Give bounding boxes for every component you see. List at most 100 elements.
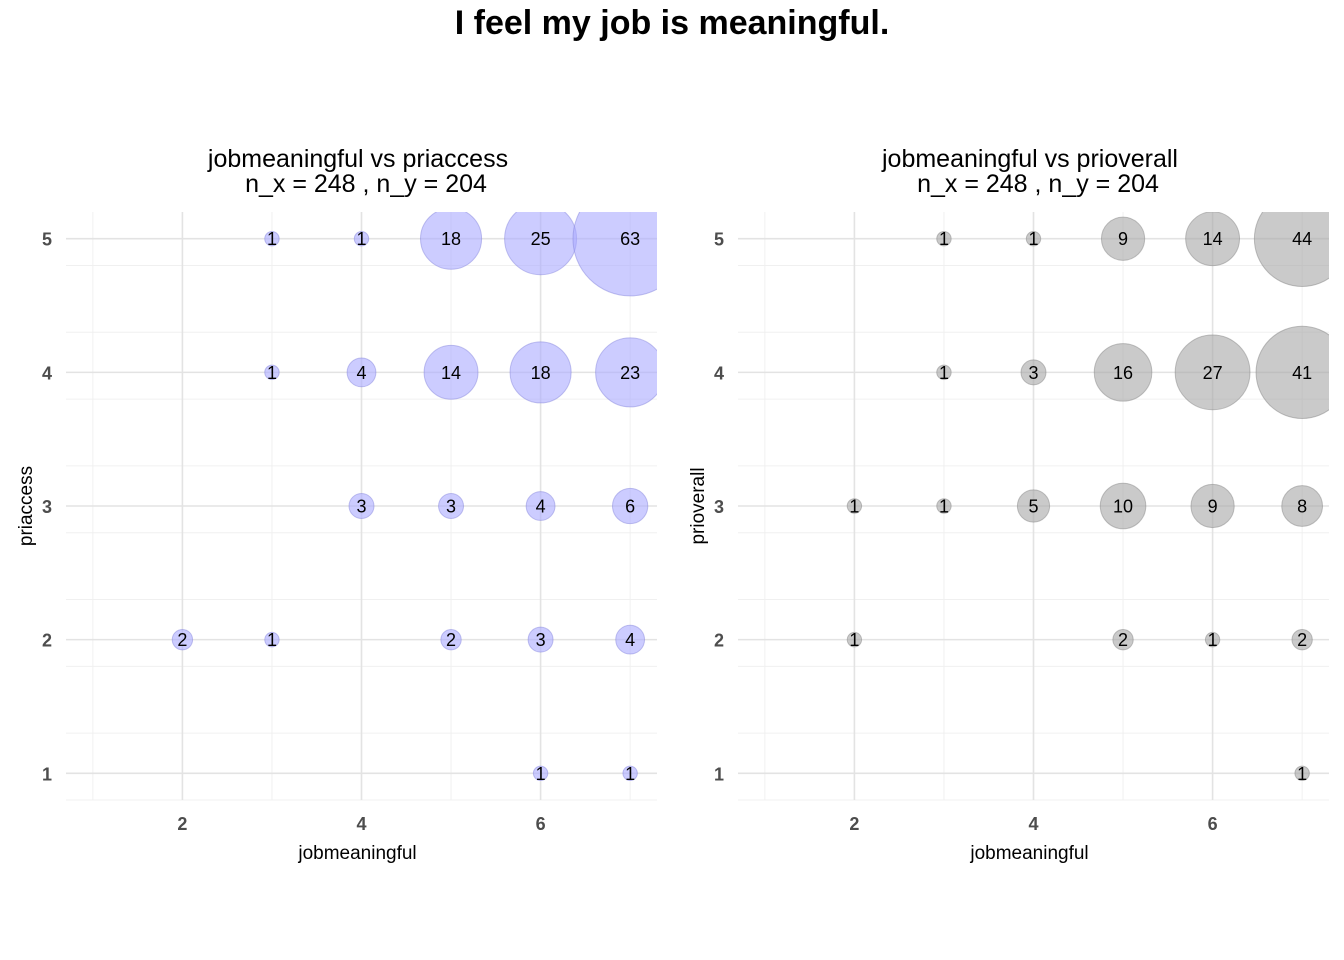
panel-2: 1 1 9 14 44 1 3 16 27 41 1 1 5 10 9 8 1 2 1 2 1 2 4 6 1 2 3 4 5 jobme…: [688, 145, 1329, 864]
panel-subtitle: n_x = 248 , n_y = 204: [917, 170, 1159, 198]
data-label: 2: [1297, 630, 1307, 650]
bubble-point: [353, 231, 370, 247]
bubble-point: [595, 337, 657, 408]
y-tick-label: 2: [714, 631, 724, 651]
data-label: 1: [849, 630, 859, 650]
data-label: 3: [1028, 363, 1038, 383]
data-label: 44: [1292, 229, 1312, 249]
data-label: 3: [536, 630, 546, 650]
bubble-point: [846, 498, 863, 514]
data-label: 1: [1297, 764, 1307, 784]
y-tick-label: 3: [42, 497, 52, 517]
bubble-point: [423, 344, 479, 400]
bubble-point: [1020, 359, 1047, 386]
bubble-point: [1099, 482, 1147, 530]
bubble-point: [612, 487, 649, 525]
data-label: 10: [1113, 497, 1133, 517]
data-label: 1: [267, 630, 277, 650]
panel-title: jobmeaningful vs prioverall: [881, 145, 1178, 173]
data-label: 1: [267, 363, 277, 383]
y-tick-label: 4: [714, 363, 724, 383]
data-label: 63: [620, 229, 640, 249]
data-label: 3: [356, 497, 366, 517]
data-label: 1: [625, 764, 635, 784]
bubble-point: [525, 491, 556, 521]
bubble-point: [936, 231, 952, 247]
bubble-point: [1093, 343, 1153, 402]
bubble-point: [264, 364, 280, 381]
y-tick-label: 5: [714, 230, 724, 250]
panel-subtitle: n_x = 248 , n_y = 204: [245, 170, 487, 198]
data-label: 9: [1208, 497, 1218, 517]
bubble-point: [420, 212, 483, 270]
bubble-layer: [171, 212, 657, 781]
x-tick-label: 4: [1028, 814, 1038, 834]
data-label: 27: [1203, 363, 1223, 383]
bubble-point: [509, 341, 572, 404]
data-label: 23: [620, 363, 640, 383]
data-label: 8: [1297, 497, 1307, 517]
data-label: 9: [1118, 229, 1128, 249]
bubble-point: [1185, 212, 1241, 267]
bubble-point: [527, 626, 554, 653]
bubble-point: [846, 631, 863, 648]
bubble-point: [438, 493, 465, 519]
bubble-point: [615, 624, 646, 655]
y-tick-label: 4: [42, 363, 52, 383]
data-label: 25: [531, 229, 551, 249]
bubble-point: [1294, 765, 1310, 781]
x-tick-label: 6: [1208, 814, 1218, 834]
y-tick-label: 1: [714, 764, 724, 784]
data-label: 1: [1208, 630, 1218, 650]
bubble-point: [440, 628, 462, 651]
x-tick-label: 6: [536, 814, 546, 834]
figure-title: I feel my job is meaningful.: [454, 4, 890, 42]
panel-title: jobmeaningful vs priaccess: [207, 145, 508, 173]
data-label: 2: [446, 630, 456, 650]
y-tick-label: 5: [42, 230, 52, 250]
data-label: 4: [356, 363, 366, 383]
data-label: 6: [625, 497, 635, 517]
data-label: 14: [441, 363, 461, 383]
x-tick-label: 4: [356, 814, 366, 834]
x-axis-label: jobmeaningful: [297, 843, 416, 864]
bubble-point: [1281, 485, 1324, 527]
bubble-point: [1255, 325, 1329, 419]
y-tick-label: 1: [42, 764, 52, 784]
bubble-point: [572, 212, 657, 297]
data-label: 4: [625, 630, 635, 650]
bubble-point: [1174, 334, 1251, 411]
data-label: 3: [446, 497, 456, 517]
bubble-point: [1100, 216, 1146, 261]
bubble-point: [532, 765, 549, 781]
bubble-point: [348, 493, 375, 519]
bubble-point: [171, 628, 194, 651]
data-label: 1: [356, 229, 366, 249]
bubble-point: [1253, 212, 1329, 287]
bubble-layer: [846, 212, 1329, 781]
data-label: 1: [849, 497, 859, 517]
x-tick-label: 2: [177, 814, 187, 834]
y-tick-label: 3: [714, 497, 724, 517]
data-label: 18: [531, 363, 551, 383]
data-label: 14: [1203, 229, 1223, 249]
bubble-point: [1112, 628, 1134, 651]
bubble-point: [1291, 628, 1313, 651]
bubble-point: [936, 364, 952, 381]
x-tick-label: 2: [849, 814, 859, 834]
bubble-point: [264, 231, 280, 247]
bubble-point: [1190, 483, 1235, 529]
bubble-point: [1016, 489, 1051, 523]
data-label: 1: [267, 229, 277, 249]
data-label: 41: [1292, 363, 1312, 383]
data-label: 16: [1113, 363, 1133, 383]
y-tick-label: 2: [42, 631, 52, 651]
data-label: 5: [1028, 497, 1038, 517]
panel-1: 1 1 18 25 631 4 14 18 233 3 4 62 1 2 3 41 12 4 612345jobme…: [16, 145, 657, 864]
data-label: 2: [1118, 630, 1128, 650]
bubble-point: [936, 498, 952, 514]
data-label: 2: [177, 630, 187, 650]
bubble-point: [346, 357, 377, 388]
data-label: 4: [536, 497, 546, 517]
